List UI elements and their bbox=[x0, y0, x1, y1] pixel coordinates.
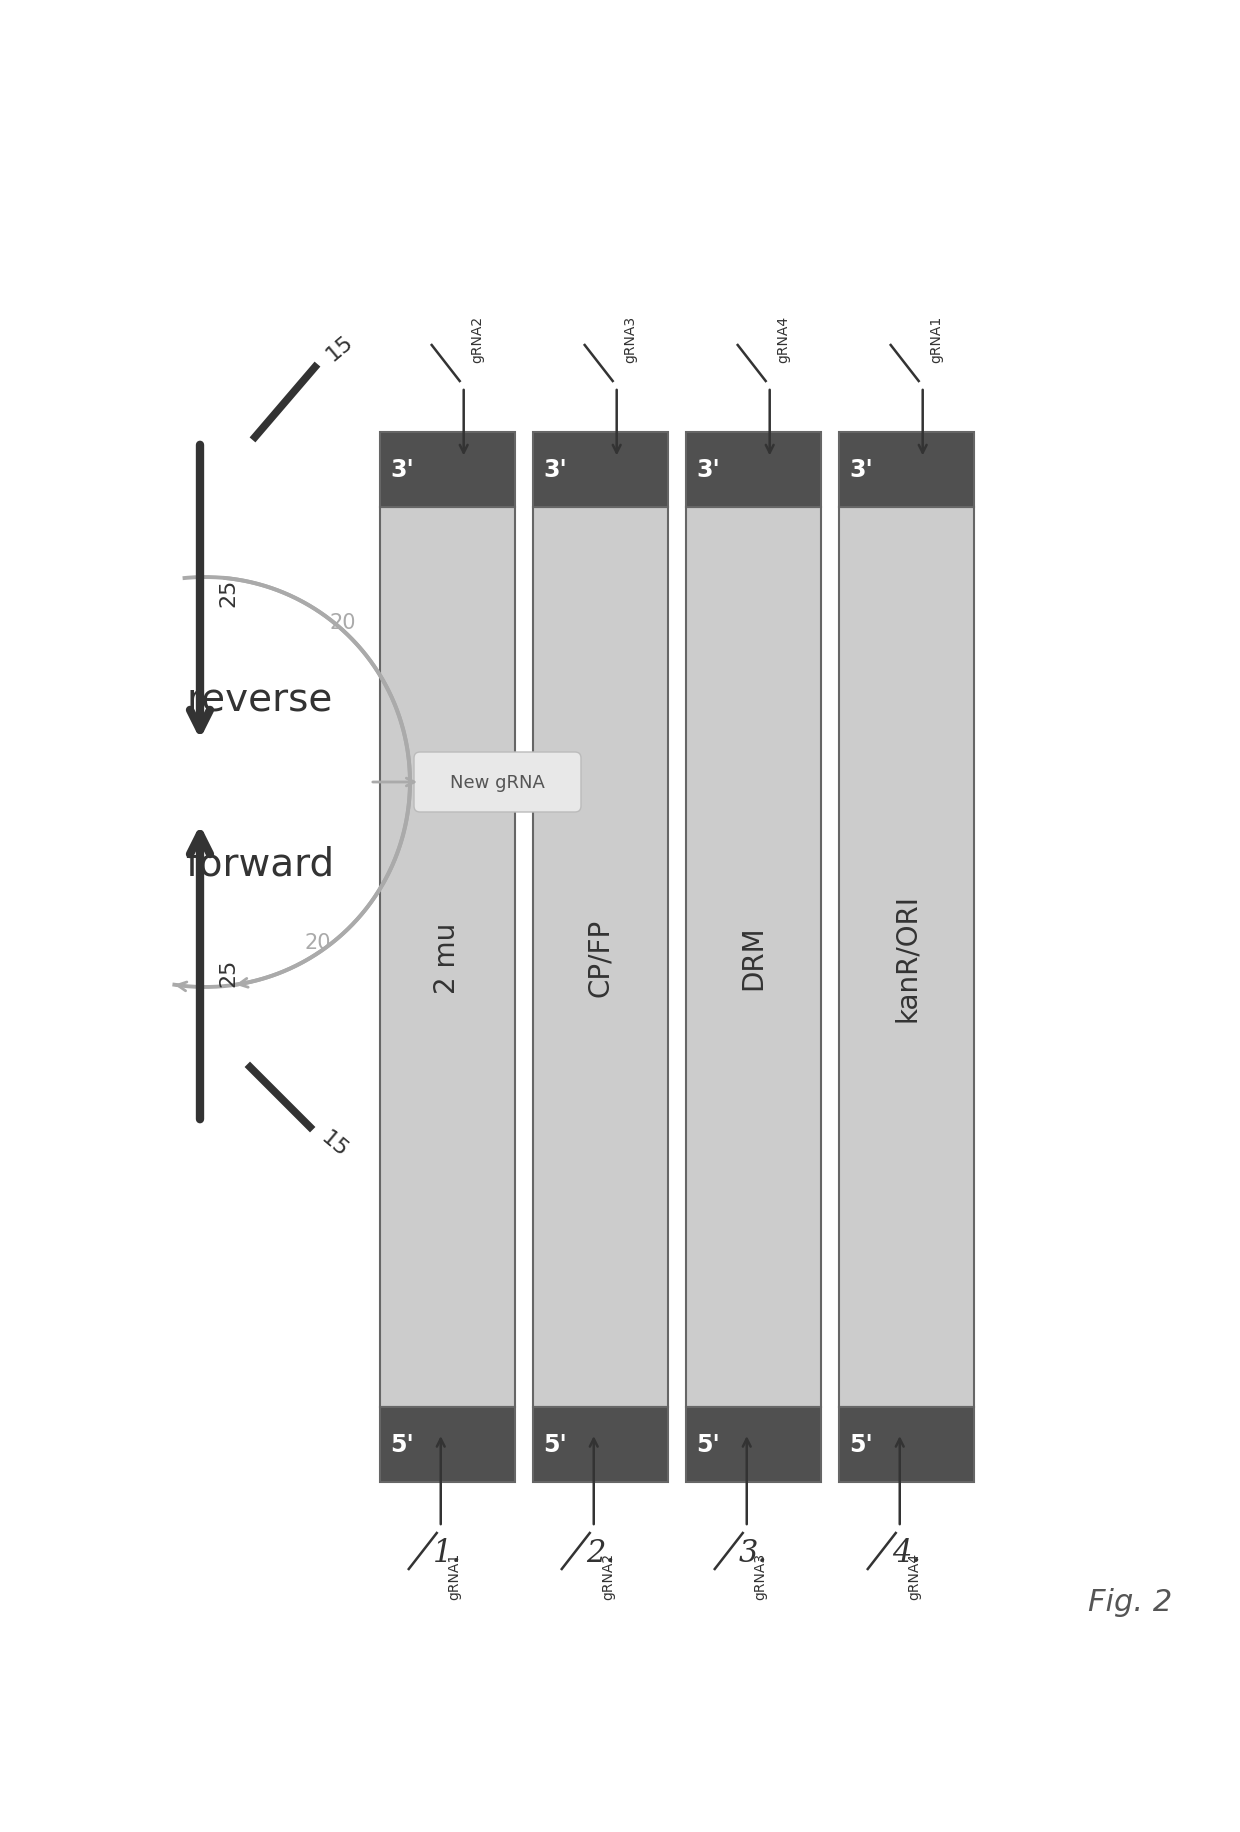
FancyBboxPatch shape bbox=[414, 753, 582, 813]
Text: 3': 3' bbox=[391, 458, 414, 482]
Text: gRNA2: gRNA2 bbox=[471, 315, 485, 363]
Bar bbox=[839, 1407, 973, 1482]
Bar bbox=[686, 507, 821, 1407]
Text: gRNA1: gRNA1 bbox=[448, 1552, 461, 1599]
Text: gRNA2: gRNA2 bbox=[600, 1552, 615, 1599]
Bar bbox=[533, 507, 668, 1407]
Text: 3.: 3. bbox=[739, 1537, 768, 1568]
Bar bbox=[533, 432, 668, 507]
Text: 25: 25 bbox=[218, 579, 238, 606]
Text: 5': 5' bbox=[849, 1433, 873, 1456]
Text: 20: 20 bbox=[305, 932, 331, 953]
Text: 5': 5' bbox=[543, 1433, 567, 1456]
Text: 4.: 4. bbox=[892, 1537, 921, 1568]
Bar bbox=[379, 1407, 515, 1482]
Text: 5': 5' bbox=[391, 1433, 414, 1456]
Bar bbox=[686, 1407, 821, 1482]
Text: Fig. 2: Fig. 2 bbox=[1087, 1588, 1172, 1616]
Text: 15: 15 bbox=[317, 1127, 352, 1161]
Text: gRNA4: gRNA4 bbox=[776, 315, 791, 363]
Text: 2.: 2. bbox=[587, 1537, 615, 1568]
Bar bbox=[533, 1407, 668, 1482]
Text: forward: forward bbox=[186, 846, 335, 883]
Text: gRNA3: gRNA3 bbox=[624, 315, 637, 363]
Text: gRNA3: gRNA3 bbox=[754, 1552, 768, 1599]
Text: gRNA4: gRNA4 bbox=[906, 1552, 921, 1599]
Text: 15: 15 bbox=[322, 332, 357, 365]
Text: 20: 20 bbox=[330, 612, 357, 632]
Text: 1.: 1. bbox=[433, 1537, 463, 1568]
Text: DRM: DRM bbox=[739, 925, 768, 989]
Bar bbox=[379, 507, 515, 1407]
Text: 3': 3' bbox=[543, 458, 567, 482]
Bar bbox=[686, 432, 821, 507]
Text: 5': 5' bbox=[696, 1433, 719, 1456]
Bar bbox=[839, 432, 973, 507]
Text: 3': 3' bbox=[849, 458, 873, 482]
Bar bbox=[379, 432, 515, 507]
Bar bbox=[839, 507, 973, 1407]
Text: gRNA1: gRNA1 bbox=[930, 315, 944, 363]
Text: New gRNA: New gRNA bbox=[450, 773, 544, 791]
Text: CP/FP: CP/FP bbox=[587, 918, 615, 997]
Text: kanR/ORI: kanR/ORI bbox=[893, 894, 920, 1022]
Text: reverse: reverse bbox=[187, 682, 334, 720]
Text: 3': 3' bbox=[696, 458, 719, 482]
Text: 2 mu: 2 mu bbox=[434, 921, 461, 993]
Text: 25: 25 bbox=[218, 958, 238, 987]
